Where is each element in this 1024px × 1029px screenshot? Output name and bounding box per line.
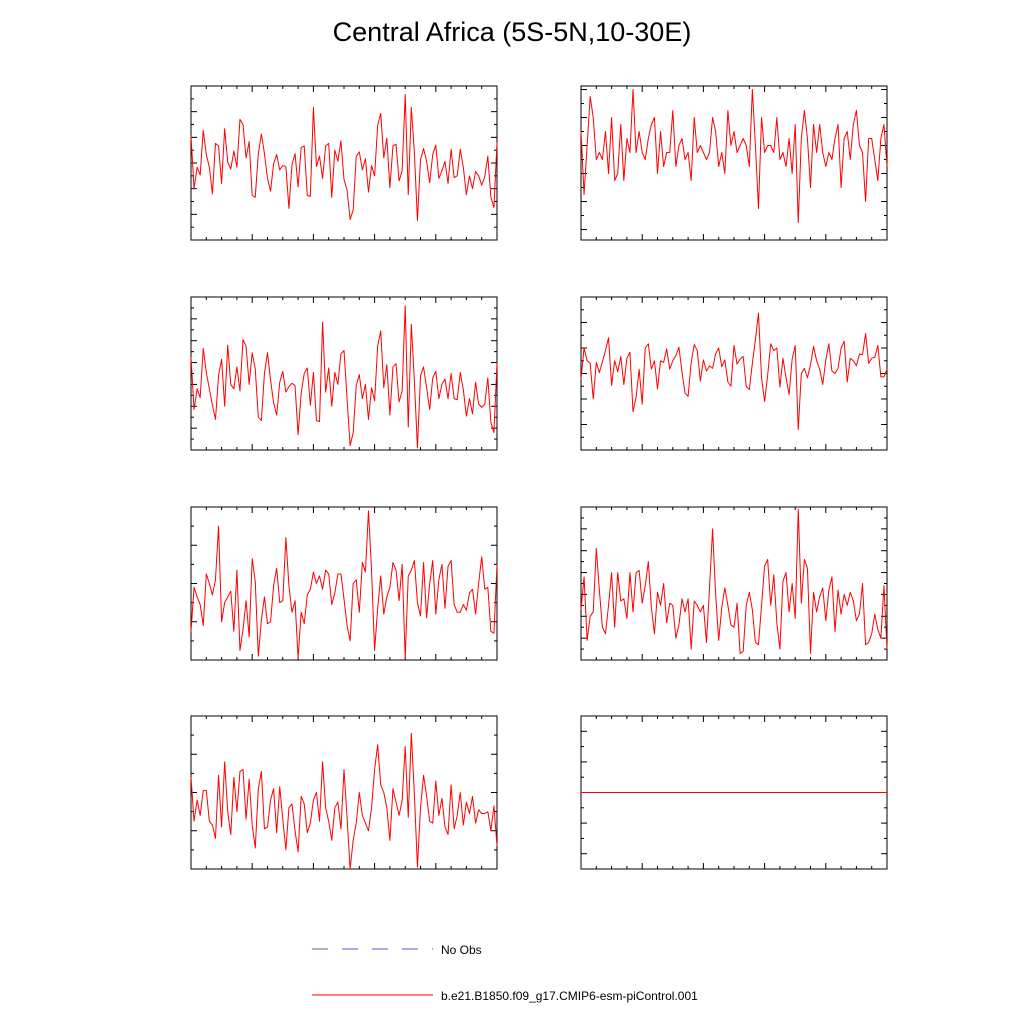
series-line: [190, 305, 498, 449]
series-line: [190, 732, 498, 870]
plot-frame: [580, 506, 888, 661]
chart-panel-3: [580, 296, 888, 451]
chart-panel-1: [580, 85, 888, 241]
chart-panel-7: [580, 715, 888, 870]
chart-panel-0: [190, 85, 498, 241]
chart-panel-4: [190, 506, 498, 661]
series-line: [190, 94, 498, 221]
legend-label-no-obs: No Obs: [441, 943, 482, 957]
series-line: [580, 312, 888, 431]
series-line: [580, 89, 888, 223]
legend: No Obs b.e21.B1850.f09_g17.CMIP6-esm-piC…: [312, 943, 698, 1003]
chart-panel-5: [580, 506, 888, 661]
plot-frame: [190, 506, 498, 661]
chart-panel-6: [190, 715, 498, 870]
series-line: [580, 508, 888, 654]
plot-frame: [580, 296, 888, 451]
page-title: Central Africa (5S-5N,10-30E): [333, 17, 692, 47]
series-line: [190, 510, 498, 659]
legend-label-model: b.e21.B1850.f09_g17.CMIP6-esm-piControl.…: [441, 989, 698, 1003]
panels: [190, 85, 888, 870]
plot-frame: [580, 85, 888, 241]
chart-panel-2: [190, 296, 498, 451]
